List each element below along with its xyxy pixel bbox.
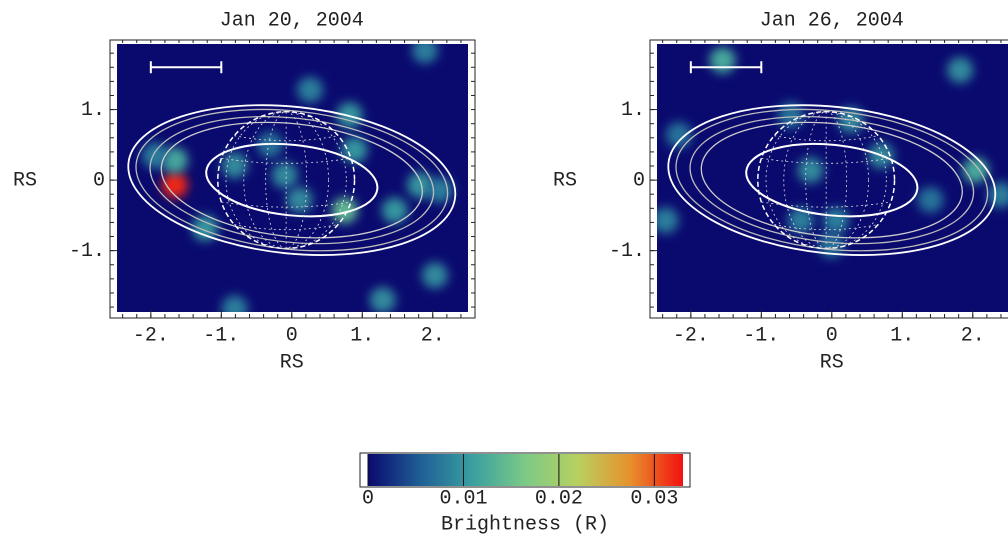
emission-spot <box>297 76 324 103</box>
emission-spot <box>341 136 368 163</box>
frame <box>649 39 1008 319</box>
y-tick-label: 1. <box>621 99 645 122</box>
plot-area <box>127 44 457 312</box>
emission-spot <box>787 207 814 234</box>
x-tick-label: -1. <box>743 324 779 347</box>
emission-spot <box>381 197 408 224</box>
y-tick-label: 1. <box>81 99 105 122</box>
ring-inner <box>745 142 919 218</box>
colorbar-tick-label: 0.02 <box>535 487 583 510</box>
x-tick-label: 1. <box>350 324 374 347</box>
ring <box>667 104 997 256</box>
emission-spot <box>412 44 439 64</box>
y-tick-label: -1. <box>609 240 645 263</box>
emission-spot <box>286 186 313 213</box>
chart-title: Jan 26, 2004 <box>760 9 904 32</box>
emission-spot <box>221 295 248 312</box>
x-axis-label: RS <box>280 351 304 374</box>
emission-spot <box>161 172 188 199</box>
x-tick-label: 0 <box>286 324 298 347</box>
y-axis-label: RS <box>553 169 577 192</box>
colorbar-tick-label: 0.03 <box>630 487 678 510</box>
parallel <box>761 157 891 164</box>
x-tick-label: 2. <box>421 324 445 347</box>
emission-spot <box>369 287 396 312</box>
colorbar-tick-label: 0 <box>362 487 374 510</box>
meridian <box>243 111 329 249</box>
emission-spot <box>947 57 974 84</box>
meridian <box>783 111 869 249</box>
emission-spot <box>797 157 824 184</box>
meridian <box>805 111 848 249</box>
emission-spot <box>823 207 850 234</box>
ring <box>689 115 975 245</box>
colorbar-label: Brightness (R) <box>441 513 609 536</box>
ring <box>127 104 457 256</box>
x-axis-label: RS <box>820 351 844 374</box>
x-tick-label: 1. <box>890 324 914 347</box>
emission-spot <box>987 181 1008 208</box>
plot-background <box>657 44 1008 312</box>
emission-spot <box>665 121 692 148</box>
emission-spot <box>407 172 434 199</box>
emission-spot <box>142 142 169 169</box>
scale-bar <box>149 61 223 74</box>
ring <box>160 121 423 239</box>
parallel <box>221 157 351 164</box>
scale-bar <box>689 61 763 74</box>
emission-spot <box>421 262 448 289</box>
x-tick-label: -2. <box>673 324 709 347</box>
parallel <box>234 224 339 231</box>
parallel <box>221 201 351 208</box>
meridian <box>265 111 308 249</box>
chart-title: Jan 20, 2004 <box>220 9 364 32</box>
ring <box>700 121 963 239</box>
x-tick-label: 0 <box>826 324 838 347</box>
colorbar <box>368 454 683 486</box>
emission-spot <box>161 147 188 174</box>
emission-spot <box>221 152 248 179</box>
y-tick-label: 0 <box>633 169 645 192</box>
colorbar-tick-label: 0.01 <box>439 487 487 510</box>
emission-spot <box>192 215 219 242</box>
y-tick-label: 0 <box>93 169 105 192</box>
emission-spot <box>271 162 298 189</box>
frame <box>109 39 476 319</box>
parallel <box>774 224 879 231</box>
emission-spot <box>657 207 679 234</box>
saturn <box>667 104 997 256</box>
emission-spot <box>818 232 845 258</box>
ring-inner <box>205 142 379 218</box>
ring <box>149 115 435 245</box>
y-axis-label: RS <box>13 169 37 192</box>
y-tick-label: -1. <box>69 240 105 263</box>
parallel <box>234 135 339 142</box>
x-tick-label: -2. <box>133 324 169 347</box>
emission-spot <box>917 186 944 213</box>
emission-spot <box>331 197 358 224</box>
parallel <box>761 201 891 208</box>
parallel <box>774 135 879 142</box>
emission-spot <box>709 47 736 74</box>
x-tick-label: 2. <box>961 324 985 347</box>
x-tick-label: -1. <box>203 324 239 347</box>
